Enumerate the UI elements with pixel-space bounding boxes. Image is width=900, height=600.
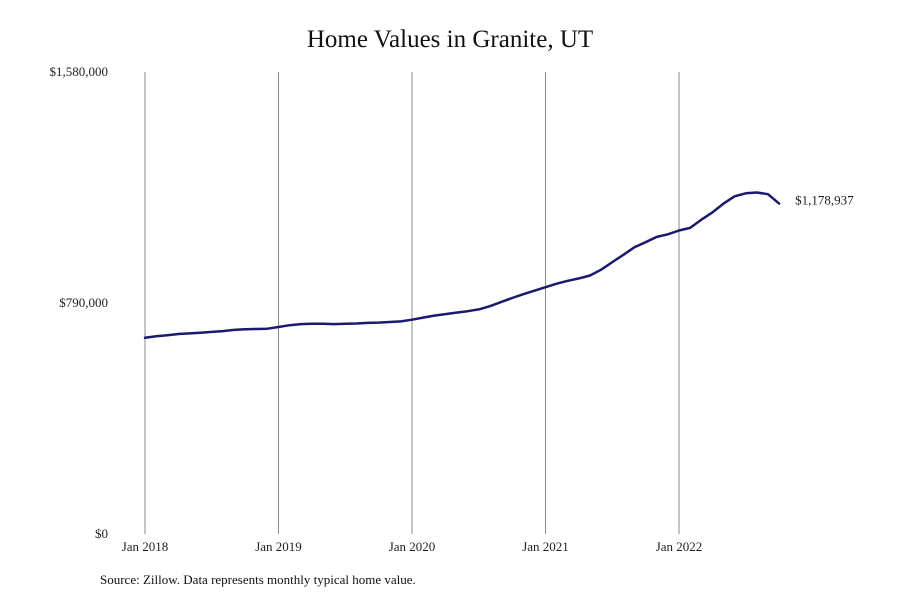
series-layer	[143, 191, 781, 340]
x-axis-ticks: Jan 2018 Jan 2019 Jan 2020 Jan 2021 Jan 2022	[122, 539, 703, 554]
y-tick-label: $790,000	[59, 295, 108, 310]
end-value-label: $1,178,937	[795, 193, 854, 208]
y-axis-ticks: $0 $790,000 $1,580,000	[50, 64, 109, 541]
gridlines	[144, 72, 680, 534]
x-tick-label: Jan 2019	[255, 539, 302, 554]
source-note: Source: Zillow. Data represents monthly …	[100, 572, 416, 587]
x-tick-label: Jan 2020	[389, 539, 436, 554]
x-tick-label: Jan 2022	[656, 539, 703, 554]
series-line-0	[143, 191, 781, 340]
end-label-layer: $1,178,937	[795, 193, 854, 208]
y-tick-label: $0	[95, 526, 108, 541]
chart-title: Home Values in Granite, UT	[306, 26, 594, 53]
x-tick-label: Jan 2021	[522, 539, 569, 554]
x-tick-label: Jan 2018	[122, 539, 169, 554]
y-tick-label: $1,580,000	[50, 64, 109, 79]
